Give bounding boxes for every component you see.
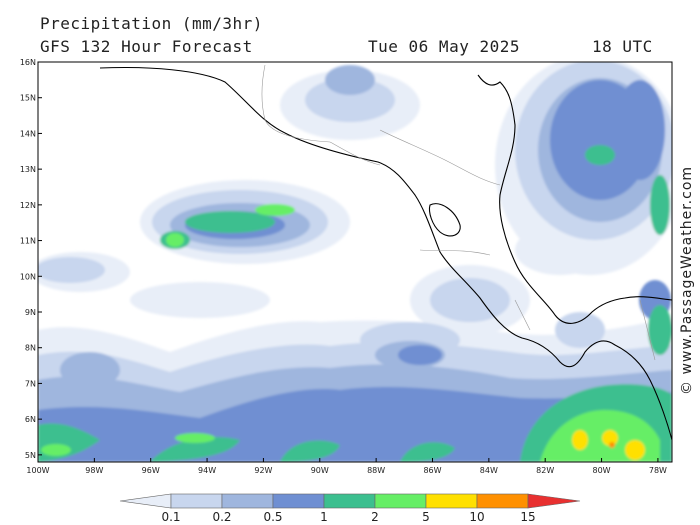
lat-tick-label: 15N [20,94,36,103]
legend-color-box [323,493,376,509]
lat-tick-label: 10N [20,272,36,281]
lon-tick-label: 80W [593,466,611,475]
legend-label: 15 [520,510,535,524]
legend-label: 0.1 [161,510,180,524]
legend-label: 0.5 [263,510,282,524]
lat-tick-label: 14N [20,129,36,138]
lon-tick-label: 98W [85,466,103,475]
lon-tick-label: 96W [142,466,160,475]
legend-color-box [374,493,427,509]
lat-tick-label: 5N [25,451,36,460]
legend-label: 5 [422,510,430,524]
lat-tick-label: 16N [20,58,36,67]
lon-tick-label: 94W [198,466,216,475]
forecast-time: 18 UTC [592,37,653,56]
lat-tick-label: 6N [25,415,36,424]
legend-label: 2 [371,510,379,524]
forecast-label: GFS 132 Hour Forecast [40,37,253,56]
lon-tick-label: 82W [536,466,554,475]
map-title: Precipitation (mm/3hr) [40,14,263,33]
lon-tick-label: 86W [423,466,441,475]
legend-color-box [272,493,325,509]
lon-tick-label: 88W [367,466,385,475]
legend-low-arrow [119,493,172,509]
lon-tick-label: 90W [311,466,329,475]
country-borders [261,64,656,361]
lat-tick-label: 12N [20,201,36,210]
legend-color-box [425,493,478,509]
legend-label: 0.2 [212,510,231,524]
lat-tick-label: 8N [25,344,36,353]
lon-tick-label: 100W [26,466,49,475]
legend-color-box [476,493,529,509]
map-frame [37,61,673,463]
precip-10-areas [572,430,645,460]
lon-tick-label: 78W [649,466,667,475]
forecast-date: Tue 06 May 2025 [368,37,520,56]
lon-tick-label: 92W [254,466,272,475]
legend-color-box [221,493,274,509]
legend-high-arrow [527,493,581,509]
legend-label: 1 [320,510,328,524]
precip-15-areas [609,442,615,448]
legend-color-box [170,493,223,509]
lat-tick-label: 9N [25,308,36,317]
lat-tick-label: 13N [20,165,36,174]
legend-label: 10 [469,510,484,524]
coastline [99,66,672,441]
lon-tick-label: 84W [480,466,498,475]
lat-tick-label: 11N [20,237,36,246]
lat-tick-label: 7N [25,379,36,388]
